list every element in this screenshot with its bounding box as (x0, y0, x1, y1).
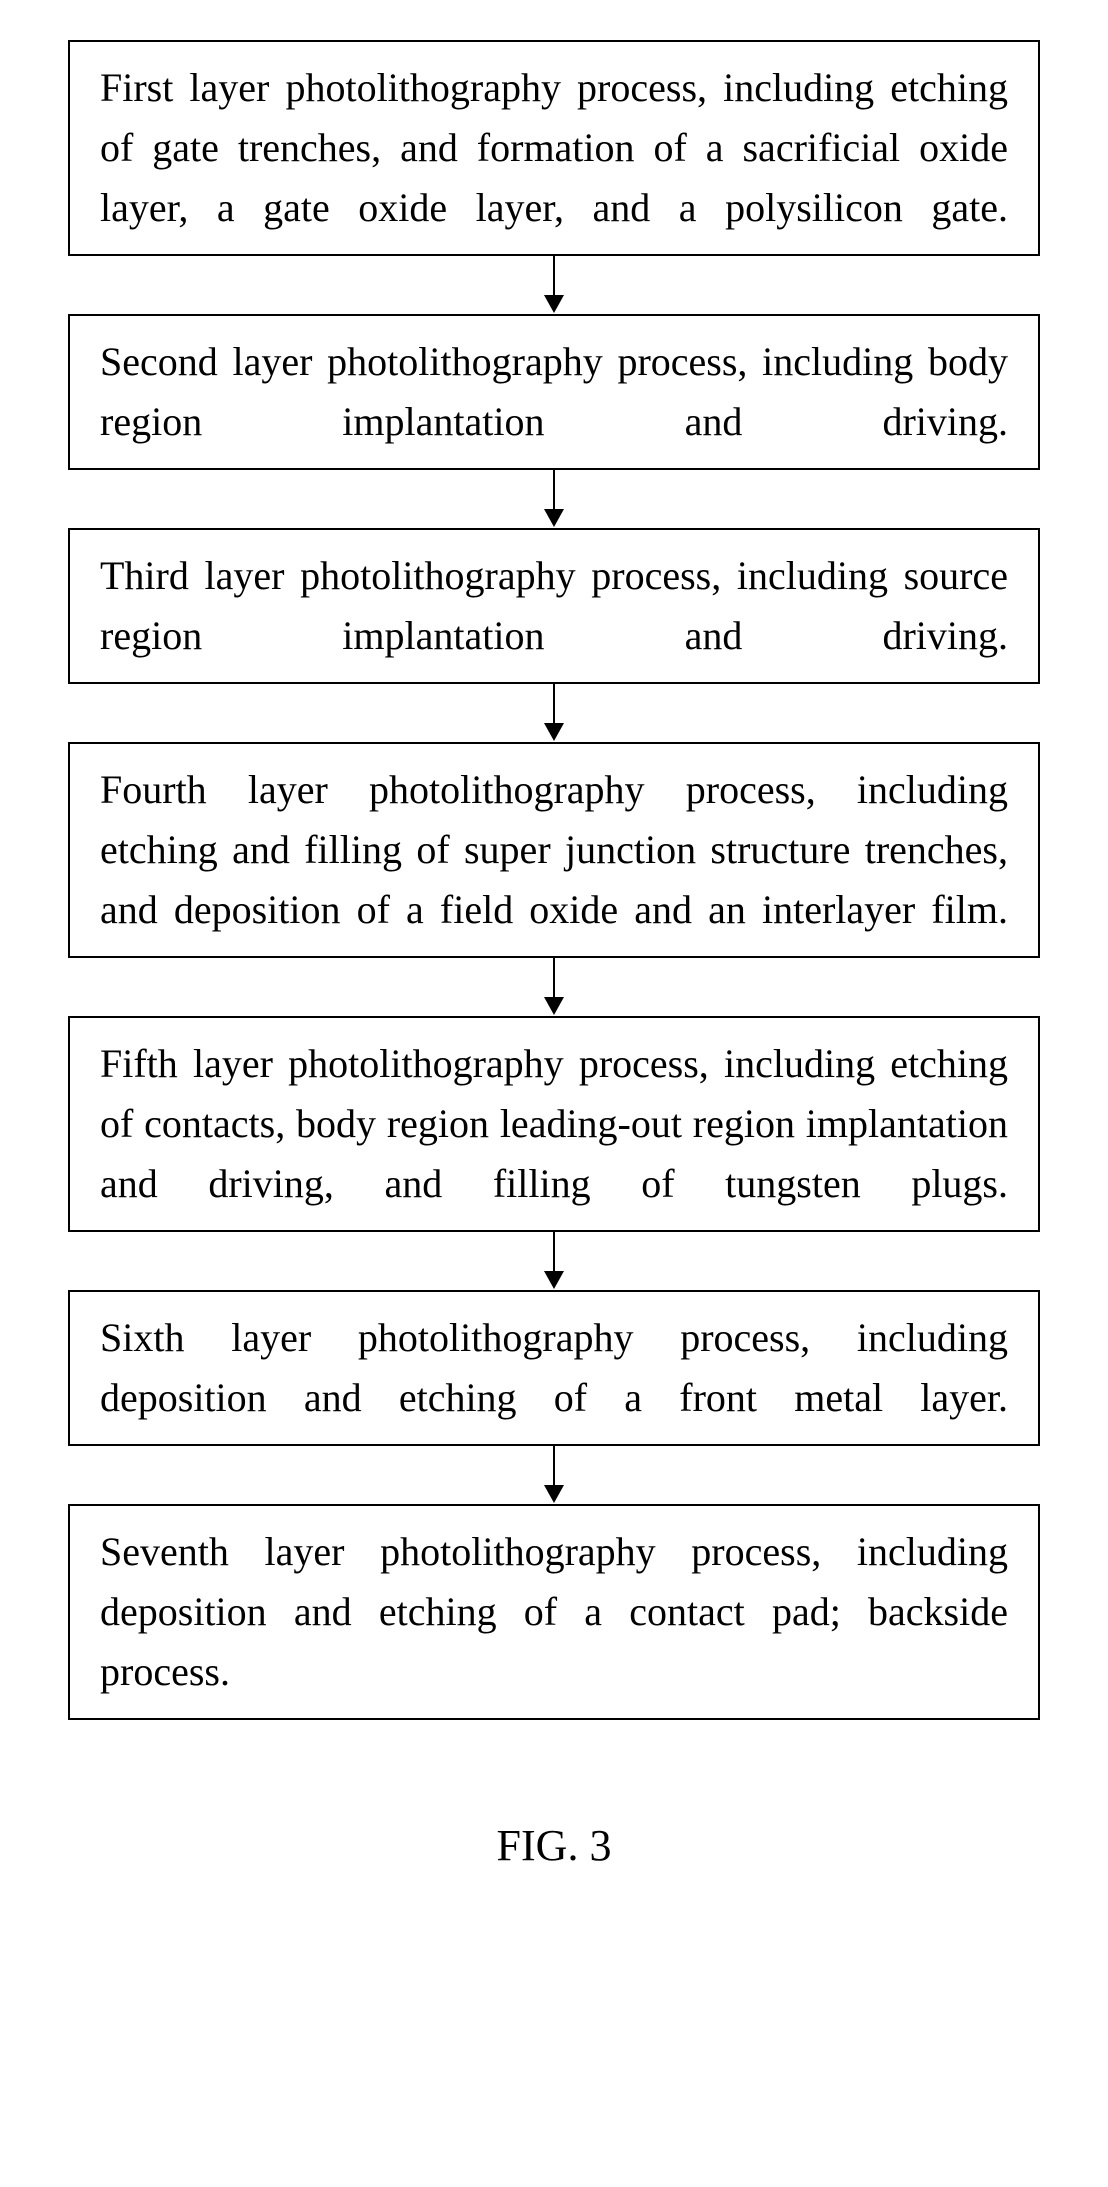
flow-arrow (544, 958, 564, 1016)
flow-arrow (544, 1446, 564, 1504)
flow-step-text: Seventh layer photolithography process, … (100, 1522, 1008, 1702)
flow-step-2: Second layer photolithography process, i… (68, 314, 1040, 470)
flow-step-1: First layer photolithography process, in… (68, 40, 1040, 256)
flow-step-text: Second layer photolithography process, i… (100, 332, 1008, 452)
flow-step-text: First layer photolithography process, in… (100, 58, 1008, 238)
flow-step-7: Seventh layer photolithography process, … (68, 1504, 1040, 1720)
flow-arrow (544, 256, 564, 314)
flow-arrow (544, 1232, 564, 1290)
flow-step-5: Fifth layer photolithography process, in… (68, 1016, 1040, 1232)
figure-caption: FIG. 3 (0, 1820, 1108, 1871)
flowchart-column: First layer photolithography process, in… (0, 40, 1108, 1720)
flow-step-6: Sixth layer photolithography process, in… (68, 1290, 1040, 1446)
flow-step-text: Fourth layer photolithography process, i… (100, 760, 1008, 940)
flow-step-4: Fourth layer photolithography process, i… (68, 742, 1040, 958)
flow-step-text: Sixth layer photolithography process, in… (100, 1308, 1008, 1428)
flow-arrow (544, 470, 564, 528)
flow-arrow (544, 684, 564, 742)
flow-step-text: Fifth layer photolithography process, in… (100, 1034, 1008, 1214)
flow-step-3: Third layer photolithography process, in… (68, 528, 1040, 684)
flowchart-canvas: First layer photolithography process, in… (0, 0, 1108, 2187)
flow-step-text: Third layer photolithography process, in… (100, 546, 1008, 666)
